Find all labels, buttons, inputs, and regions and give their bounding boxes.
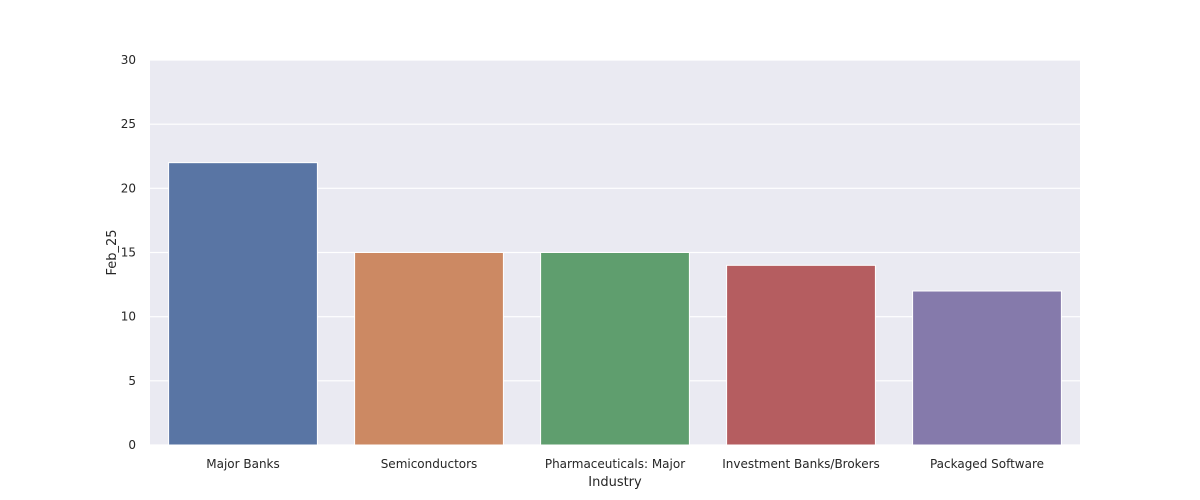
bar-pharmaceuticals-major xyxy=(540,252,690,446)
x-tick-label: Pharmaceuticals: Major xyxy=(545,457,685,471)
y-tick-label: 0 xyxy=(128,438,136,452)
bar-major-banks xyxy=(168,162,318,446)
y-tick-label: 30 xyxy=(121,53,136,67)
y-tick-label: 25 xyxy=(121,117,136,131)
x-tick-label: Semiconductors xyxy=(381,457,478,471)
bar-semiconductors xyxy=(354,252,504,446)
y-tick-label: 15 xyxy=(121,246,136,260)
y-axis-label: Feb_25 xyxy=(105,229,120,275)
bars xyxy=(168,162,1062,446)
y-axis-ticks: 0 5 10 15 20 25 30 xyxy=(121,53,136,452)
x-tick-label: Major Banks xyxy=(206,457,280,471)
x-tick-label: Packaged Software xyxy=(930,457,1044,471)
bar-investment-banks-brokers xyxy=(726,264,876,446)
x-axis-ticks: Major Banks Semiconductors Pharmaceuticals… xyxy=(206,457,1044,471)
y-tick-label: 10 xyxy=(121,310,136,324)
bar-packaged-software xyxy=(912,290,1062,446)
y-tick-label: 5 xyxy=(128,374,136,388)
x-axis-label: Industry xyxy=(588,475,642,490)
y-tick-label: 20 xyxy=(121,181,136,195)
x-tick-label: Investment Banks/Brokers xyxy=(722,457,880,471)
